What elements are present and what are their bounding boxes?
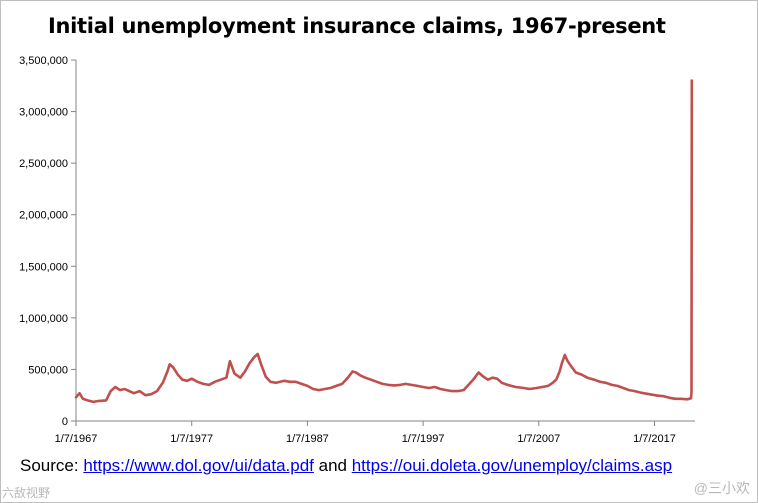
x-tick-label: 1/7/1967 <box>55 433 98 445</box>
watermark-left: 六敌视野 <box>2 486 51 500</box>
source-link-doleta-claims[interactable]: https://oui.doleta.gov/unemploy/claims.a… <box>351 456 673 475</box>
x-tick-label: 1/7/1977 <box>170 433 213 445</box>
x-tick-label: 1/7/1987 <box>286 433 329 445</box>
y-tick-label: 1,500,000 <box>19 261 68 273</box>
y-tick-label: 0 <box>62 416 68 428</box>
x-tick-label: 1/7/2007 <box>517 433 560 445</box>
chart-title: Initial unemployment insurance claims, 1… <box>48 14 666 38</box>
source-line: Source: https://www.dol.gov/ui/data.pdf … <box>20 456 672 476</box>
y-tick-label: 500,000 <box>28 364 68 376</box>
watermark-right: @三小欢 <box>693 480 750 496</box>
x-tick-label: 1/7/2017 <box>633 433 676 445</box>
y-tick-label: 1,000,000 <box>19 313 68 325</box>
source-link-dol-pdf[interactable]: https://www.dol.gov/ui/data.pdf <box>83 456 314 475</box>
chart-axes <box>75 60 695 422</box>
x-axis-ticks: 1/7/1967 1/7/1977 1/7/1987 1/7/1997 1/7/2007… <box>55 421 676 445</box>
source-prefix: Source: <box>20 456 84 475</box>
y-tick-label: 2,500,000 <box>19 158 68 170</box>
y-tick-label: 3,500,000 <box>19 55 68 67</box>
y-axis-ticks: 0 500,000 1,000,000 1,500,000 2,000,000 2,500… <box>19 55 76 428</box>
series-group <box>74 79 694 404</box>
source-middle: and <box>313 456 352 475</box>
y-tick-label: 2,000,000 <box>19 210 68 222</box>
y-tick-label: 3,000,000 <box>19 107 68 119</box>
series-line-claims <box>74 79 694 404</box>
x-tick-label: 1/7/1997 <box>402 433 445 445</box>
